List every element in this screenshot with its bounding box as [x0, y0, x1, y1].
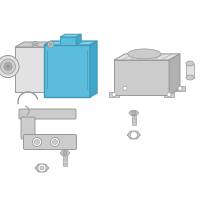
Circle shape [0, 55, 19, 77]
Polygon shape [60, 150, 70, 156]
Polygon shape [76, 34, 81, 45]
Bar [63, 153, 67, 166]
Polygon shape [35, 164, 49, 172]
Bar [120, 86, 130, 91]
Ellipse shape [186, 61, 194, 66]
Ellipse shape [128, 49, 161, 59]
Bar [15, 64, 17, 70]
Polygon shape [15, 42, 76, 47]
Circle shape [130, 132, 137, 138]
Circle shape [34, 43, 37, 46]
Circle shape [40, 166, 44, 170]
Circle shape [48, 41, 54, 47]
Polygon shape [44, 41, 97, 45]
FancyBboxPatch shape [24, 134, 76, 150]
Circle shape [32, 138, 42, 146]
Polygon shape [127, 131, 140, 139]
Polygon shape [60, 37, 76, 45]
Circle shape [49, 43, 52, 46]
Bar [109, 92, 119, 97]
Circle shape [6, 65, 10, 68]
Bar [132, 113, 136, 125]
Polygon shape [15, 47, 67, 92]
Bar [175, 86, 185, 91]
Circle shape [167, 92, 171, 97]
Circle shape [178, 86, 182, 90]
Circle shape [0, 59, 16, 74]
Bar [164, 92, 174, 97]
Circle shape [50, 138, 60, 146]
Circle shape [63, 151, 67, 155]
Circle shape [35, 140, 40, 144]
Polygon shape [169, 54, 180, 95]
Polygon shape [67, 42, 76, 92]
FancyBboxPatch shape [19, 109, 76, 119]
Polygon shape [114, 54, 180, 60]
Circle shape [112, 92, 116, 97]
Polygon shape [114, 60, 169, 95]
Polygon shape [90, 41, 97, 97]
Circle shape [132, 111, 136, 115]
Polygon shape [129, 110, 139, 116]
Circle shape [32, 41, 38, 47]
Polygon shape [60, 34, 81, 37]
Circle shape [38, 164, 46, 172]
Bar [186, 64, 194, 77]
FancyBboxPatch shape [21, 117, 35, 139]
Circle shape [52, 140, 58, 144]
Circle shape [4, 62, 12, 71]
Ellipse shape [186, 75, 194, 80]
Circle shape [123, 86, 127, 90]
Polygon shape [44, 45, 90, 97]
